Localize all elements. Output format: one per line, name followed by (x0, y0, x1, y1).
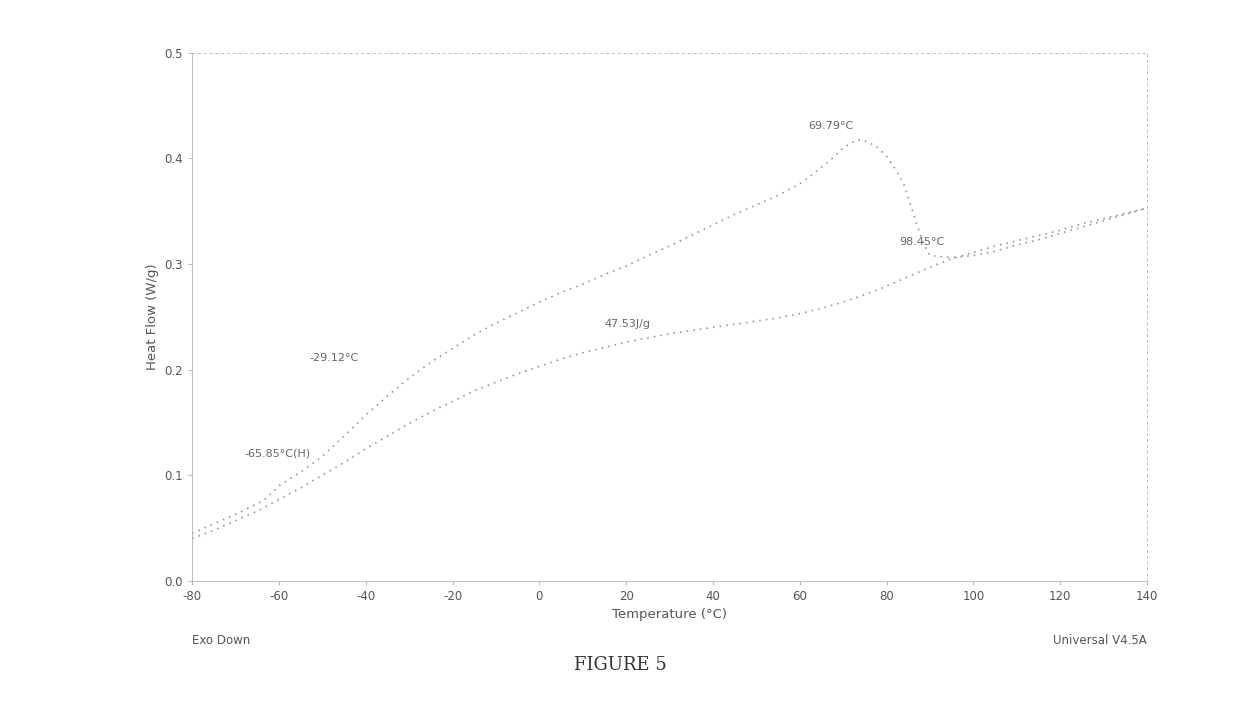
Text: 69.79°C: 69.79°C (808, 121, 853, 131)
Text: -65.85°C(H): -65.85°C(H) (244, 448, 310, 458)
Text: 47.53J/g: 47.53J/g (605, 320, 651, 329)
Text: FIGURE 5: FIGURE 5 (574, 656, 666, 674)
Text: 98.45°C: 98.45°C (899, 237, 945, 247)
Text: Exo Down: Exo Down (192, 634, 250, 646)
Y-axis label: Heat Flow (W/g): Heat Flow (W/g) (146, 263, 159, 370)
Text: -29.12°C: -29.12°C (310, 353, 358, 363)
X-axis label: Temperature (°C): Temperature (°C) (613, 608, 727, 622)
Text: Universal V4.5A: Universal V4.5A (1053, 634, 1147, 646)
